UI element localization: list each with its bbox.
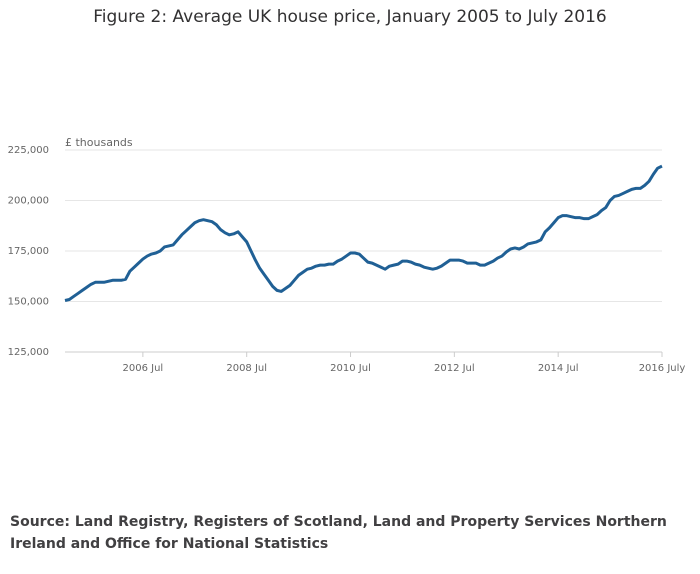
x-tick-label: 2012 Jul bbox=[434, 363, 475, 374]
source-note: Source: Land Registry, Registers of Scot… bbox=[10, 514, 667, 552]
x-tick-label: 2014 Jul bbox=[538, 363, 579, 374]
y-tick-label: 150,000 bbox=[8, 297, 49, 308]
y-axis-label: £ thousands bbox=[65, 136, 133, 149]
y-tick-label: 125,000 bbox=[8, 347, 49, 358]
x-tick-label: 2008 Jul bbox=[226, 363, 267, 374]
x-tick-label: 2006 Jul bbox=[123, 363, 164, 374]
data-line bbox=[64, 164, 663, 302]
y-tick-label: 225,000 bbox=[8, 145, 49, 156]
y-tick-label: 175,000 bbox=[8, 246, 49, 257]
chart: Figure 2: Average UK house price, Januar… bbox=[8, 7, 686, 374]
chart-title: Figure 2: Average UK house price, Januar… bbox=[93, 7, 606, 27]
y-tick-label: 200,000 bbox=[8, 196, 49, 207]
x-tick-label: 2010 Jul bbox=[330, 363, 371, 374]
x-tick-label: 2016 July bbox=[639, 363, 686, 374]
